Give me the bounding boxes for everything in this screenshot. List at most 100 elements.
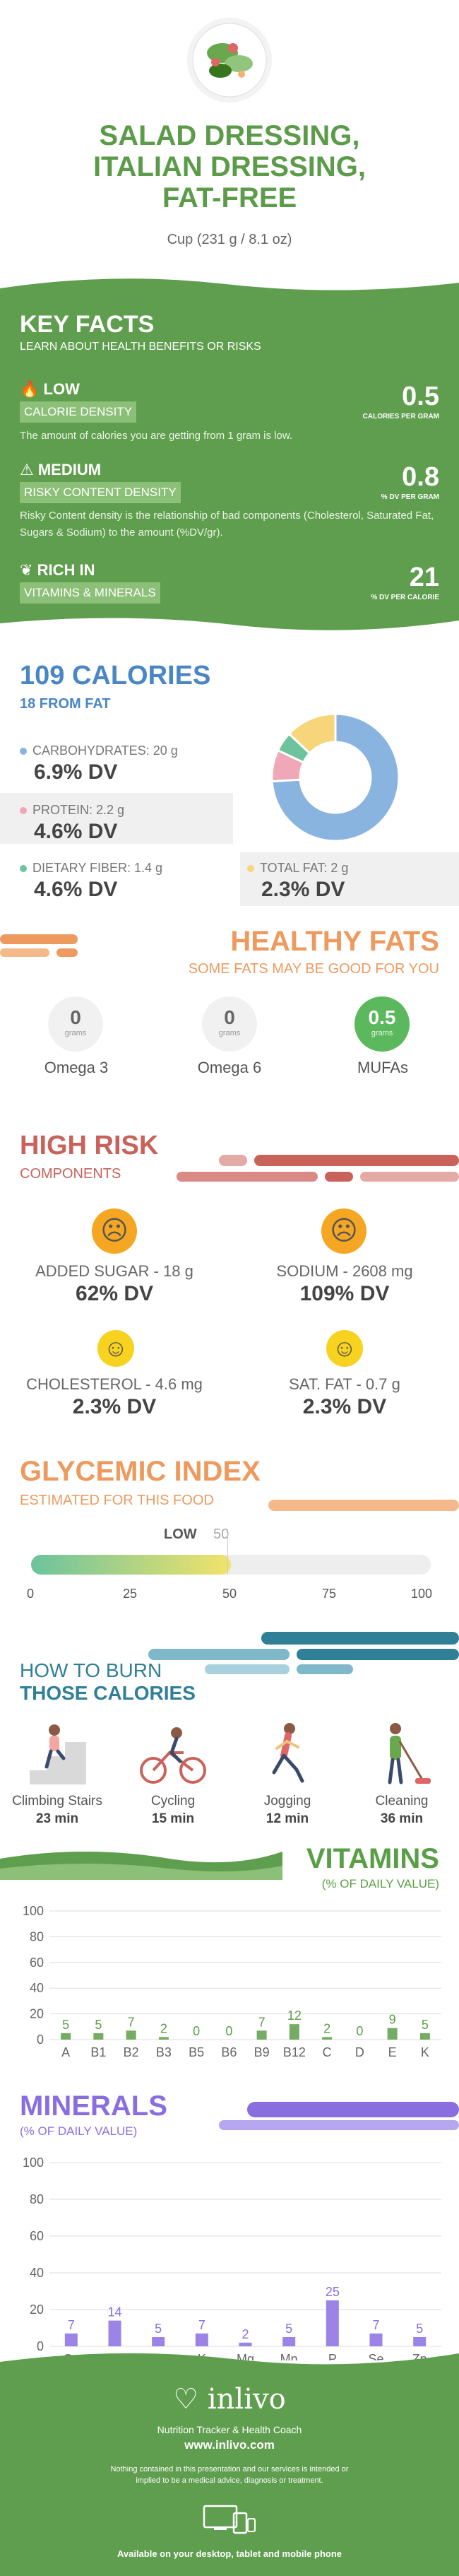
bar-Ca [64, 2333, 78, 2346]
donut-slice-carbs [270, 712, 400, 842]
leaf-icon: ❦ [20, 561, 33, 579]
high-risk-subtitle: COMPONENTS [20, 1166, 121, 1182]
protein-dv: 4.6% DV [34, 820, 118, 843]
cycling-label: Cycling [150, 1794, 196, 1809]
footer-url[interactable]: www.inlivo.com [184, 2438, 275, 2452]
protein-band [0, 793, 233, 844]
bar-value-D: 0 [356, 2024, 363, 2038]
fat-dv: 2.3% DV [261, 878, 345, 901]
gi-tick-0: 0 [27, 1587, 35, 1601]
omega3-circle: 0 grams [48, 996, 103, 1052]
burn-title-1: HOW TO BURN [20, 1659, 162, 1681]
bar-value-Mg: 2 [242, 2327, 249, 2341]
burn-title-2: THOSE CALORIES [20, 1682, 196, 1704]
header: SALAD DRESSING, ITALIAN DRESSING, FAT-FR… [0, 0, 459, 269]
healthy-fats-title: HEALTHY FATS [230, 926, 439, 957]
gi-tick-25: 25 [123, 1587, 138, 1601]
bar-value-Se: 7 [372, 2318, 379, 2332]
y-tick-label: 20 [30, 2302, 44, 2317]
key-facts-section: KEY FACTS LEARN ABOUT HEALTH BENEFITS OR… [0, 269, 459, 636]
cleaning-label: Cleaning [375, 1794, 429, 1809]
bar-K [419, 2033, 430, 2040]
flame-icon: 🔥 [20, 380, 40, 398]
category-label-P: P [328, 2352, 337, 2360]
bar-Mg [239, 2342, 252, 2346]
warning-icon: ⚠ [20, 461, 34, 478]
orange-stripe-decoration [268, 1500, 459, 1511]
minerals-title: MINERALS [20, 2090, 167, 2122]
bar-value-Cu: 14 [107, 2305, 121, 2319]
wave-divider-bottom [0, 618, 459, 636]
sodium-face: ☹ [330, 1216, 358, 1246]
brand-name: inlivo [207, 2383, 286, 2416]
rich-in-unit: % DV PER CALORIE [371, 594, 439, 601]
sodium-label: SODIUM - 2608 mg [276, 1262, 413, 1280]
risky-density-tag: ⚠ MEDIUM [20, 461, 101, 479]
bar-A [61, 2033, 71, 2040]
vitamins-title: VITAMINS [306, 1843, 439, 1874]
protein-dot [20, 807, 27, 814]
calorie-density-tag: 🔥 LOW [20, 380, 80, 399]
stairs-minutes: 23 min [35, 1811, 79, 1826]
bar-value-K: 7 [198, 2318, 205, 2332]
bar-E [387, 2028, 398, 2040]
bar-K [195, 2333, 208, 2346]
mufa-circle: 0.5 grams [354, 996, 410, 1052]
bar-value-Ca: 7 [68, 2318, 75, 2332]
mufa-value: 0.5 [368, 1006, 396, 1028]
category-label-Mn: Mn [280, 2352, 298, 2360]
sad-face-icon: ☹ [92, 1208, 137, 1254]
fat-dot [247, 865, 254, 872]
category-label-A: A [61, 2045, 70, 2059]
bar-value-B3: 2 [160, 2021, 167, 2035]
rich-in-value: 21 [409, 563, 439, 592]
footer-wave [0, 2353, 459, 2375]
rich-in-label: RICH IN [37, 561, 95, 579]
risky-level: MEDIUM [37, 461, 102, 478]
risky-density-band: RISKY CONTENT DENSITY [20, 482, 181, 503]
bar-value-B6: 0 [225, 2024, 232, 2038]
y-tick-label: 80 [30, 2192, 44, 2206]
y-tick-label: 80 [30, 1929, 44, 1943]
carbs-dv: 6.9% DV [34, 760, 118, 784]
category-label-D: D [355, 2045, 364, 2059]
added-sugar-dv: 62% DV [75, 1282, 154, 1305]
category-label-E: E [388, 2045, 397, 2059]
key-facts-title: KEY FACTS [20, 311, 155, 338]
fat-label: TOTAL FAT: 2 g [247, 861, 348, 876]
gi-marker [227, 1534, 228, 1575]
bar-value-B9: 7 [258, 2015, 266, 2029]
calorie-donut-chart [270, 712, 400, 842]
risky-density-value: 0.8 [402, 462, 439, 492]
calorie-density-band: CALORIE DENSITY [20, 401, 137, 423]
gi-tick-75: 75 [322, 1587, 337, 1601]
bar-B2 [126, 2030, 136, 2040]
bar-value-Zn: 5 [416, 2322, 423, 2336]
cycling-icon [140, 1727, 206, 1784]
risky-density-unit: % DV PER GRAM [381, 493, 439, 501]
y-tick-label: 60 [30, 1955, 44, 1970]
carbs-label: CARBOHYDRATES: 20 g [20, 743, 178, 758]
glycemic-subtitle: ESTIMATED FOR THIS FOOD [20, 1493, 214, 1508]
y-tick-label: 60 [30, 2229, 44, 2243]
wave-divider [0, 269, 459, 290]
y-tick-label: 40 [30, 2266, 44, 2280]
calorie-density-value: 0.5 [402, 382, 439, 411]
happy-face-icon: ☺ [326, 1330, 363, 1367]
green-wave-decoration [0, 1852, 282, 1880]
bar-Fe [152, 2337, 165, 2346]
carbs-text: CARBOHYDRATES: 20 g [32, 743, 178, 758]
sodium-dv: 109% DV [299, 1282, 390, 1305]
cholesterol-dv: 2.3% DV [72, 1395, 157, 1418]
category-label-B5: B5 [189, 2045, 204, 2059]
added-sugar-label: ADDED SUGAR - 18 g [35, 1262, 193, 1280]
glycemic-title: GLYCEMIC INDEX [20, 1456, 261, 1487]
gi-level-label: LOW [164, 1527, 197, 1542]
bar-value-C: 2 [323, 2021, 330, 2035]
sat-fat-dv: 2.3% DV [302, 1395, 387, 1418]
y-tick-label: 40 [30, 1981, 44, 1995]
protein-text: PROTEIN: 2.2 g [32, 803, 125, 817]
y-tick-label: 20 [30, 2007, 44, 2021]
minerals-bar-chart: 0204060801007Ca14Cu5Fe7K2Mg5Mn25P7Se5Zn [23, 2156, 441, 2360]
